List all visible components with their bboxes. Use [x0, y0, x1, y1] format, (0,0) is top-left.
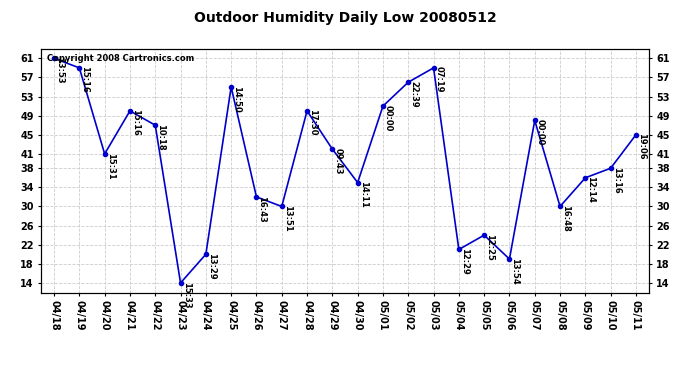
Text: 22:39: 22:39	[409, 81, 418, 108]
Text: 00:00: 00:00	[536, 119, 545, 146]
Text: 17:30: 17:30	[308, 110, 317, 136]
Text: 19:06: 19:06	[637, 134, 646, 160]
Text: 00:00: 00:00	[384, 105, 393, 131]
Text: 15:16: 15:16	[81, 66, 90, 93]
Text: 14:11: 14:11	[359, 181, 368, 208]
Text: 10:18: 10:18	[157, 124, 166, 150]
Text: 16:48: 16:48	[561, 205, 570, 232]
Text: 12:14: 12:14	[586, 176, 595, 203]
Text: 14:50: 14:50	[233, 86, 241, 112]
Text: 13:53: 13:53	[55, 57, 64, 84]
Text: 13:51: 13:51	[283, 205, 292, 232]
Text: 15:33: 15:33	[181, 282, 190, 308]
Text: Copyright 2008 Cartronics.com: Copyright 2008 Cartronics.com	[48, 54, 195, 63]
Text: 13:16: 13:16	[612, 167, 621, 194]
Text: 12:25: 12:25	[485, 234, 494, 261]
Text: 16:43: 16:43	[257, 195, 266, 222]
Text: 15:16: 15:16	[131, 110, 140, 136]
Text: 13:29: 13:29	[207, 253, 216, 279]
Text: 15:31: 15:31	[106, 153, 115, 179]
Text: 13:54: 13:54	[511, 258, 520, 284]
Text: 07:19: 07:19	[435, 66, 444, 93]
Text: Outdoor Humidity Daily Low 20080512: Outdoor Humidity Daily Low 20080512	[194, 11, 496, 25]
Text: 09:43: 09:43	[333, 148, 342, 174]
Text: 12:29: 12:29	[460, 248, 469, 275]
